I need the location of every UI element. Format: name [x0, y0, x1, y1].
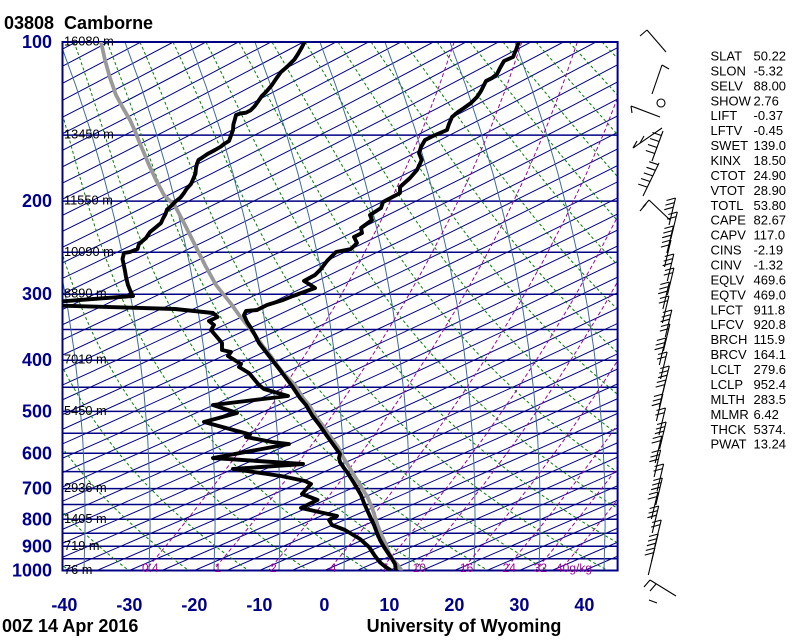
svg-text:KINX: KINX — [711, 153, 742, 168]
svg-text:SELV: SELV — [711, 78, 744, 93]
svg-text:LIFT: LIFT — [711, 108, 738, 123]
svg-text:700: 700 — [22, 479, 52, 499]
svg-text:-40: -40 — [51, 595, 77, 615]
svg-text:13450 m: 13450 m — [64, 127, 114, 142]
svg-text:1: 1 — [215, 561, 222, 575]
svg-text:CTOT: CTOT — [711, 168, 746, 183]
svg-text:6.42: 6.42 — [754, 407, 779, 422]
svg-text:76 m: 76 m — [64, 562, 92, 577]
svg-text:0.4: 0.4 — [142, 561, 159, 575]
svg-text:-2.19: -2.19 — [754, 243, 784, 258]
svg-text:920.8: 920.8 — [754, 317, 787, 332]
svg-text:-30: -30 — [116, 595, 142, 615]
svg-text:164.1: 164.1 — [754, 347, 787, 362]
svg-text:BRCH: BRCH — [711, 332, 748, 347]
svg-text:283.5: 283.5 — [754, 392, 787, 407]
svg-text:1405 m: 1405 m — [64, 511, 107, 526]
svg-text:2.76: 2.76 — [754, 93, 779, 108]
svg-text:4: 4 — [330, 561, 337, 575]
svg-text:40: 40 — [574, 595, 594, 615]
svg-text:24.90: 24.90 — [754, 168, 787, 183]
svg-text:28.90: 28.90 — [754, 183, 787, 198]
svg-text:20: 20 — [444, 595, 464, 615]
svg-text:40g/kg: 40g/kg — [556, 561, 592, 575]
svg-text:10: 10 — [413, 561, 427, 575]
svg-text:10: 10 — [379, 595, 399, 615]
svg-text:-0.37: -0.37 — [754, 108, 784, 123]
svg-text:CAPV: CAPV — [711, 228, 747, 243]
svg-text:-5.32: -5.32 — [754, 63, 784, 78]
svg-text:800: 800 — [22, 509, 52, 529]
svg-text:13.24: 13.24 — [754, 437, 787, 452]
svg-text:5450 m: 5450 m — [64, 403, 107, 418]
svg-text:16080 m: 16080 m — [64, 34, 114, 49]
svg-text:600: 600 — [22, 443, 52, 463]
svg-text:LFTV: LFTV — [711, 123, 743, 138]
svg-text:900: 900 — [22, 536, 52, 556]
svg-text:500: 500 — [22, 401, 52, 421]
svg-text:30: 30 — [509, 595, 529, 615]
svg-text:PWAT: PWAT — [711, 437, 747, 452]
svg-text:MLMR: MLMR — [711, 407, 749, 422]
svg-text:LCLP: LCLP — [711, 377, 744, 392]
svg-text:24: 24 — [503, 561, 517, 575]
svg-text:EQLV: EQLV — [711, 273, 745, 288]
svg-text:-1.32: -1.32 — [754, 258, 784, 273]
svg-text:TOTL: TOTL — [711, 198, 744, 213]
svg-text:CINS: CINS — [711, 243, 742, 258]
svg-text:LFCV: LFCV — [711, 317, 745, 332]
svg-text:2: 2 — [270, 561, 277, 575]
svg-text:CINV: CINV — [711, 258, 742, 273]
svg-text:00Z 14 Apr 2016: 00Z 14 Apr 2016 — [2, 616, 138, 636]
svg-text:1000: 1000 — [12, 561, 52, 581]
svg-text:THCK: THCK — [711, 422, 747, 437]
svg-text:18.50: 18.50 — [754, 153, 787, 168]
svg-text:LFCT: LFCT — [711, 302, 744, 317]
svg-text:50.22: 50.22 — [754, 49, 787, 64]
svg-text:BRCV: BRCV — [711, 347, 747, 362]
svg-text:469.6: 469.6 — [754, 273, 787, 288]
svg-text:03808 Camborne: 03808 Camborne — [4, 13, 153, 33]
svg-text:88.00: 88.00 — [754, 78, 787, 93]
svg-text:5374.: 5374. — [754, 422, 787, 437]
svg-text:SLAT: SLAT — [711, 49, 743, 64]
svg-text:LCLT: LCLT — [711, 362, 742, 377]
svg-text:100: 100 — [22, 32, 52, 52]
svg-text:SHOW: SHOW — [711, 93, 752, 108]
svg-text:53.80: 53.80 — [754, 198, 787, 213]
svg-text:EQTV: EQTV — [711, 287, 747, 302]
svg-text:400: 400 — [22, 350, 52, 370]
svg-text:2936 m: 2936 m — [64, 480, 107, 495]
svg-text:719 m: 719 m — [64, 538, 100, 553]
svg-text:SWET: SWET — [711, 138, 749, 153]
svg-text:10090 m: 10090 m — [64, 244, 114, 259]
svg-text:11550 m: 11550 m — [64, 193, 113, 208]
svg-text:CAPE: CAPE — [711, 213, 747, 228]
svg-text:University of Wyoming: University of Wyoming — [367, 616, 562, 636]
svg-text:MLTH: MLTH — [711, 392, 745, 407]
svg-text:82.67: 82.67 — [754, 213, 787, 228]
svg-text:0: 0 — [319, 595, 329, 615]
svg-text:32: 32 — [534, 561, 548, 575]
svg-text:-10: -10 — [246, 595, 272, 615]
svg-text:139.0: 139.0 — [754, 138, 787, 153]
svg-text:115.9: 115.9 — [754, 332, 786, 347]
svg-text:911.8: 911.8 — [754, 302, 786, 317]
svg-text:SLON: SLON — [711, 63, 746, 78]
svg-text:117.0: 117.0 — [754, 228, 786, 243]
svg-text:300: 300 — [22, 284, 52, 304]
svg-text:-20: -20 — [181, 595, 207, 615]
svg-text:469.0: 469.0 — [754, 287, 787, 302]
svg-text:-0.45: -0.45 — [754, 123, 784, 138]
svg-text:952.4: 952.4 — [754, 377, 787, 392]
svg-text:7010 m: 7010 m — [64, 352, 107, 367]
svg-text:VTOT: VTOT — [711, 183, 745, 198]
svg-text:16: 16 — [460, 561, 474, 575]
svg-text:200: 200 — [22, 191, 52, 211]
svg-text:279.6: 279.6 — [754, 362, 787, 377]
